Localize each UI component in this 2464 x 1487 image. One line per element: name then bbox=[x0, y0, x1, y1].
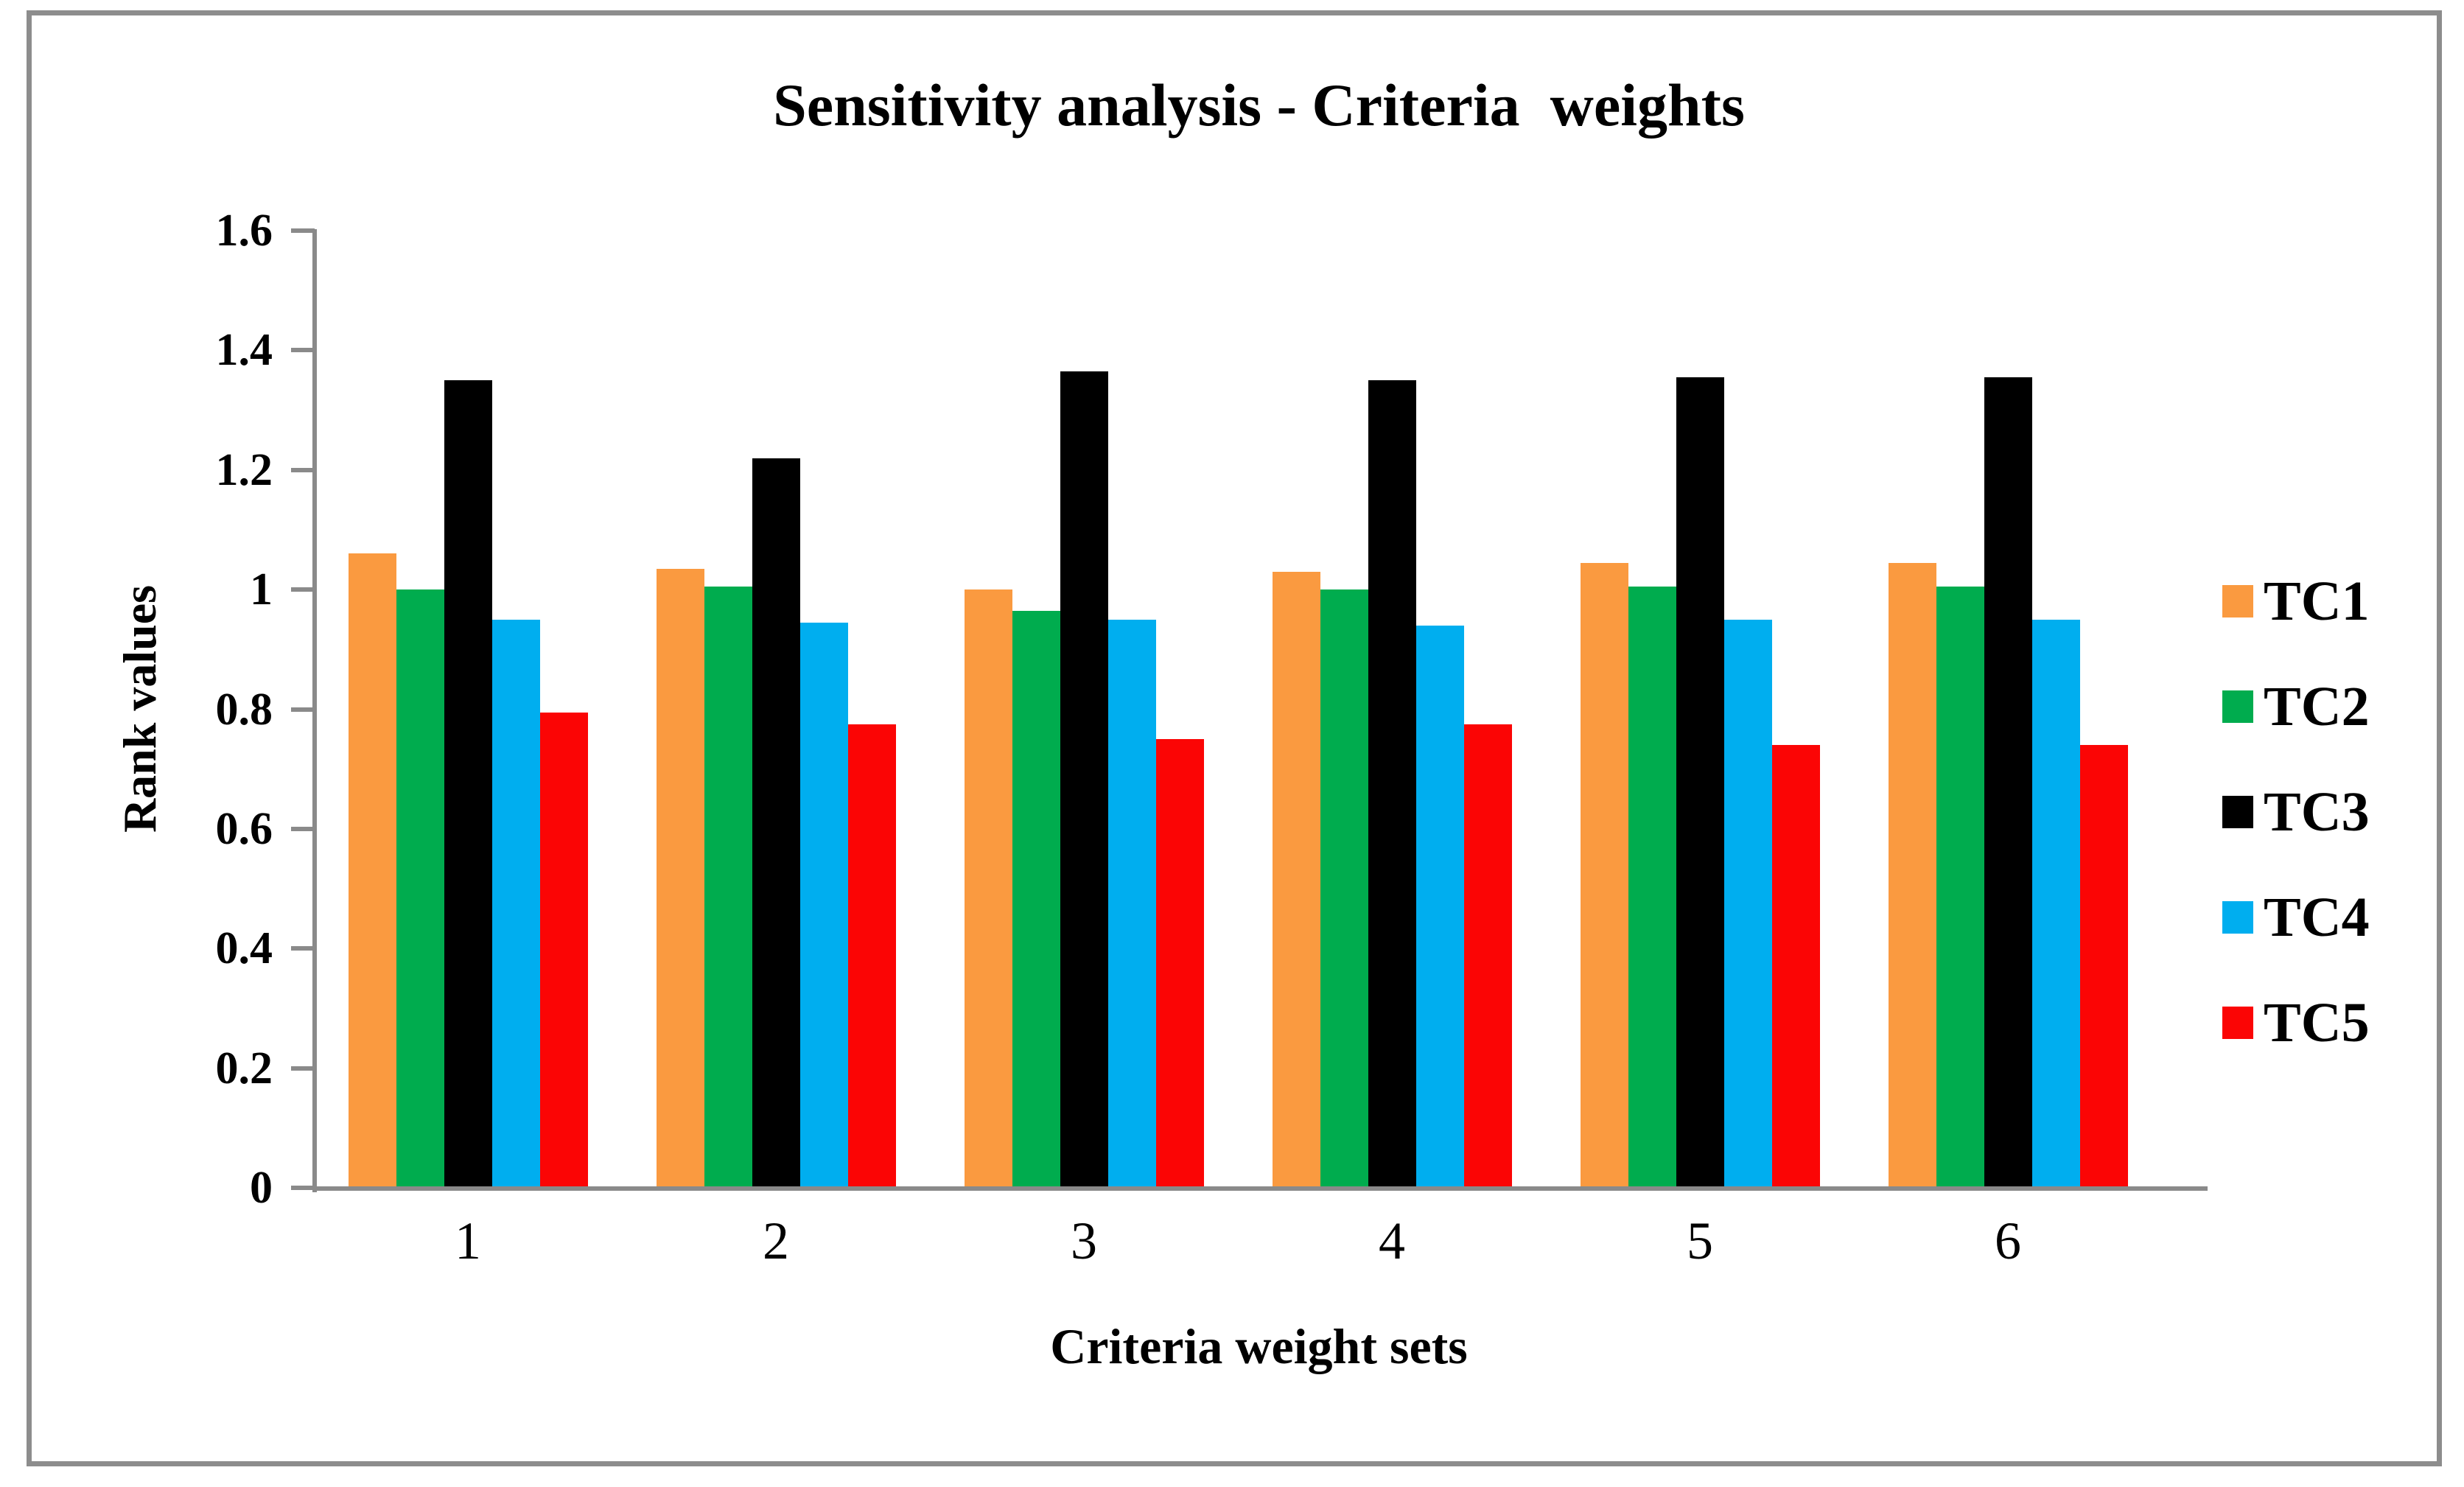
bar-tc2-set-6 bbox=[1936, 587, 1984, 1188]
y-axis-tick-label: 0.2 bbox=[215, 1043, 273, 1094]
x-axis-title: Criteria weight sets bbox=[1050, 1318, 1468, 1374]
y-axis-tick bbox=[291, 946, 315, 951]
y-axis-tick bbox=[291, 587, 315, 592]
legend-label-tc4: TC4 bbox=[2264, 886, 2370, 948]
bar-tc5-set-4 bbox=[1463, 724, 1512, 1188]
chart-border bbox=[27, 10, 2442, 1466]
bar-tc5-set-5 bbox=[1771, 745, 1820, 1188]
y-axis-tick-label: 0.4 bbox=[215, 923, 273, 974]
y-axis-tick-label: 1.4 bbox=[215, 325, 273, 376]
legend-label-tc2: TC2 bbox=[2264, 676, 2370, 738]
y-axis-tick bbox=[291, 1066, 315, 1071]
bar-tc2-set-5 bbox=[1628, 587, 1676, 1188]
y-axis-tick bbox=[291, 467, 315, 472]
legend-swatch-tc3 bbox=[2222, 796, 2253, 828]
legend-entry-tc1: TC1 bbox=[2222, 568, 2370, 634]
bar-tc1-set-1 bbox=[348, 553, 396, 1188]
bar-tc4-set-4 bbox=[1415, 625, 1464, 1188]
bar-tc3-set-4 bbox=[1368, 379, 1416, 1188]
x-axis-category-label: 3 bbox=[1071, 1211, 1097, 1270]
bar-tc5-set-2 bbox=[847, 724, 896, 1188]
bar-tc3-set-5 bbox=[1676, 377, 1724, 1188]
x-axis-category-label: 5 bbox=[1687, 1211, 1713, 1270]
legend-swatch-tc1 bbox=[2222, 585, 2253, 617]
bar-tc5-set-3 bbox=[1155, 739, 1204, 1188]
x-axis-category-label: 1 bbox=[455, 1211, 481, 1270]
legend-label-tc5: TC5 bbox=[2264, 992, 2370, 1054]
y-axis-line bbox=[312, 229, 317, 1192]
bar-tc4-set-6 bbox=[2031, 619, 2080, 1188]
bar-tc3-set-1 bbox=[444, 379, 492, 1188]
legend-swatch-tc5 bbox=[2222, 1007, 2253, 1039]
bar-tc3-set-6 bbox=[1984, 377, 2032, 1188]
legend-entry-tc5: TC5 bbox=[2222, 990, 2370, 1056]
legend-label-tc3: TC3 bbox=[2264, 781, 2370, 843]
x-axis-category-label: 2 bbox=[763, 1211, 789, 1270]
y-axis-tick bbox=[291, 1186, 315, 1190]
bar-tc4-set-1 bbox=[491, 619, 540, 1188]
x-axis-category-label: 6 bbox=[1995, 1211, 2021, 1270]
bar-tc4-set-5 bbox=[1723, 619, 1772, 1188]
bar-tc1-set-6 bbox=[1888, 562, 1936, 1188]
legend-swatch-tc4 bbox=[2222, 901, 2253, 934]
bar-tc5-set-6 bbox=[2079, 745, 2128, 1188]
y-axis-tick bbox=[291, 348, 315, 353]
bar-tc2-set-1 bbox=[396, 589, 444, 1188]
y-axis-tick-label: 0.6 bbox=[215, 803, 273, 854]
y-axis-tick bbox=[291, 228, 315, 233]
y-axis-tick-label: 1 bbox=[250, 564, 273, 615]
bar-tc1-set-3 bbox=[964, 589, 1012, 1188]
bar-tc1-set-2 bbox=[656, 568, 704, 1188]
y-axis-tick bbox=[291, 707, 315, 712]
x-axis-category-label: 4 bbox=[1379, 1211, 1405, 1270]
bar-tc2-set-4 bbox=[1320, 589, 1368, 1188]
x-axis-line bbox=[312, 1186, 2208, 1191]
bar-tc5-set-1 bbox=[539, 712, 588, 1188]
bar-tc4-set-2 bbox=[799, 622, 848, 1188]
y-axis-tick-label: 0.8 bbox=[215, 684, 273, 735]
bar-tc3-set-2 bbox=[752, 458, 800, 1188]
bar-tc4-set-3 bbox=[1107, 619, 1156, 1188]
bar-tc1-set-4 bbox=[1272, 571, 1320, 1188]
legend-entry-tc4: TC4 bbox=[2222, 884, 2370, 951]
bar-tc1-set-5 bbox=[1580, 562, 1628, 1188]
legend-entry-tc2: TC2 bbox=[2222, 673, 2370, 740]
y-axis-tick bbox=[291, 826, 315, 831]
y-axis-tick-label: 0 bbox=[250, 1163, 273, 1213]
legend-label-tc1: TC1 bbox=[2264, 570, 2370, 632]
legend-entry-tc3: TC3 bbox=[2222, 779, 2370, 845]
legend-swatch-tc2 bbox=[2222, 690, 2253, 723]
bar-tc2-set-3 bbox=[1012, 610, 1060, 1188]
chart-title: Sensitivity analysis - Criteria weights bbox=[773, 71, 1745, 139]
y-axis-tick-label: 1.2 bbox=[215, 444, 273, 495]
y-axis-tick-label: 1.6 bbox=[215, 206, 273, 256]
bar-tc2-set-2 bbox=[704, 587, 752, 1188]
bar-tc3-set-3 bbox=[1060, 371, 1108, 1188]
